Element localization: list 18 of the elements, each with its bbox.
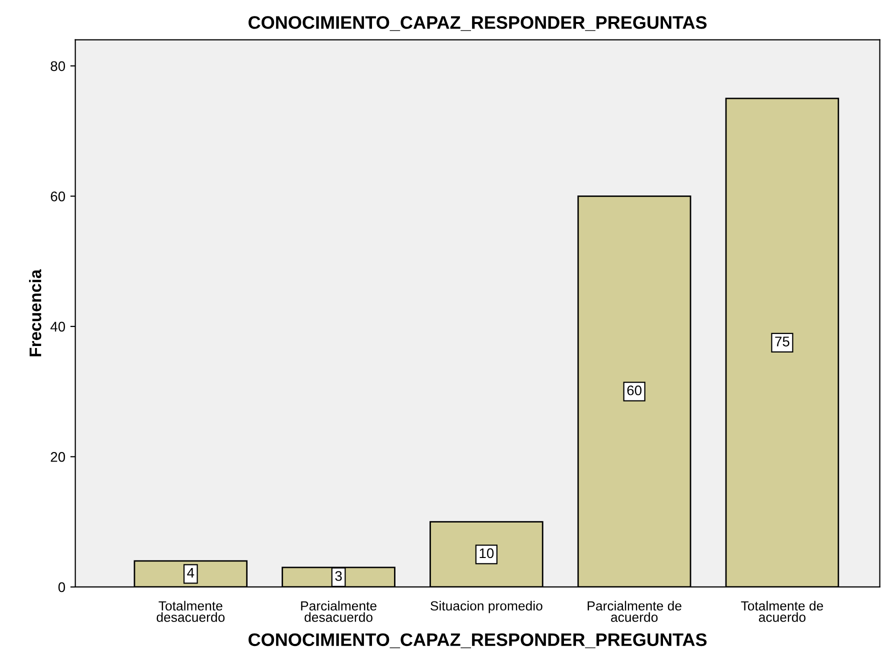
y-tick-label: 60 [50,192,66,202]
x-tick-label: Totalmente de acuerdo [741,600,824,622]
y-tick-label: 0 [58,582,66,592]
y-axis-title: Frecuencia [29,269,42,356]
x-tick-label: Parcialmente desacuerdo [301,600,376,622]
y-tick-label: 80 [50,61,66,72]
x-tick-label: Situacion promedio [430,600,542,614]
y-tick-label: 40 [50,322,66,332]
data-label: 60 [627,385,642,396]
data-label: 75 [775,336,790,346]
y-tick-label: 20 [50,452,66,462]
x-tick-label: Totalmente desacuerdo [156,600,225,622]
data-label: 3 [335,571,342,581]
data-label: 4 [187,568,194,578]
data-label: 10 [480,548,494,558]
x-tick-label: Parcialmente de acuerdo [588,600,682,622]
chart-title: CONOCIMIENTO_CAPAZ_RESPONDER_PREGUNTAS [248,16,707,31]
x-axis-title: CONOCIMIENTO_CAPAZ_RESPONDER_PREGUNTAS [248,633,707,648]
